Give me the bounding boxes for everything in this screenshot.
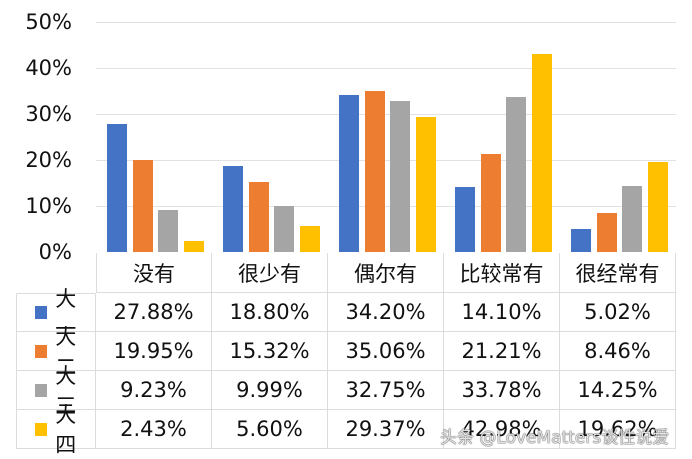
y-tick-label: 0% xyxy=(38,240,72,264)
y-tick-label: 40% xyxy=(25,56,72,80)
bar-大二 xyxy=(132,160,153,252)
legend-label: 大一 xyxy=(55,286,77,341)
y-tick-label: 20% xyxy=(25,148,72,172)
legend-swatch xyxy=(35,422,48,436)
bar-大四 xyxy=(183,240,204,252)
bar-大三 xyxy=(622,186,642,252)
data-cell: 29.37% xyxy=(328,410,444,449)
data-cell: 27.88% xyxy=(96,293,212,332)
bar-大二 xyxy=(364,90,385,252)
data-cell: 5.02% xyxy=(560,293,676,332)
bar-大一 xyxy=(107,123,127,252)
bar-大三 xyxy=(158,209,178,252)
watermark: 头条 @LoveMatters谈性说爱 xyxy=(440,428,670,448)
category-label: 没有 xyxy=(96,253,212,293)
data-cell: 9.23% xyxy=(96,371,212,410)
bar-大一 xyxy=(223,165,243,252)
gridline xyxy=(96,114,676,115)
data-cell: 14.10% xyxy=(444,293,560,332)
y-tick-label: 30% xyxy=(25,102,72,126)
gridline xyxy=(96,206,676,207)
data-cell: 35.06% xyxy=(328,332,444,371)
data-cell: 32.75% xyxy=(328,371,444,410)
data-cell: 19.62% xyxy=(560,410,676,449)
y-tick-label: 50% xyxy=(25,10,72,34)
data-cell: 42.98% xyxy=(444,410,560,449)
category-label: 很少有 xyxy=(212,253,328,293)
data-cell: 14.25% xyxy=(560,371,676,410)
legend-label: 大三 xyxy=(55,364,77,418)
legend-label: 大二 xyxy=(55,325,77,379)
legend-swatch xyxy=(35,344,48,358)
legend-大二: 大二 xyxy=(16,325,96,379)
bar-大一 xyxy=(455,187,475,252)
category-label: 很经常有 xyxy=(560,253,676,293)
legend-swatch xyxy=(35,383,48,397)
bar-大四 xyxy=(531,54,552,252)
bar-大二 xyxy=(248,181,269,252)
legend-大一: 大一 xyxy=(16,287,96,341)
data-cell: 21.21% xyxy=(444,332,560,371)
data-cell: 18.80% xyxy=(212,293,328,332)
gridline xyxy=(96,68,676,69)
legend-swatch xyxy=(35,306,48,319)
bar-大四 xyxy=(299,226,320,252)
data-cell: 8.46% xyxy=(560,332,676,371)
bar-大一 xyxy=(571,228,591,252)
data-cell: 19.95% xyxy=(96,332,212,371)
bar-大二 xyxy=(596,213,617,252)
bar-大二 xyxy=(480,154,501,252)
data-cell: 15.32% xyxy=(212,332,328,371)
legend-大三: 大三 xyxy=(16,364,96,418)
bar-大一 xyxy=(339,94,359,252)
gridline xyxy=(96,22,676,23)
bar-大三 xyxy=(274,206,294,252)
data-cell: 34.20% xyxy=(328,293,444,332)
category-label: 偶尔有 xyxy=(328,253,444,293)
legend-label: 大四 xyxy=(55,403,77,457)
y-tick-label: 10% xyxy=(25,194,72,218)
data-cell: 5.60% xyxy=(212,410,328,449)
bar-大四 xyxy=(415,116,436,252)
gridline xyxy=(96,160,676,161)
category-label: 比较常有 xyxy=(444,253,560,293)
bar-大三 xyxy=(390,101,410,252)
data-cell: 9.99% xyxy=(212,371,328,410)
bar-大三 xyxy=(506,96,526,252)
legend-大四: 大四 xyxy=(16,403,96,457)
data-cell: 2.43% xyxy=(96,410,212,449)
bar-大四 xyxy=(647,161,668,252)
data-cell: 33.78% xyxy=(444,371,560,410)
